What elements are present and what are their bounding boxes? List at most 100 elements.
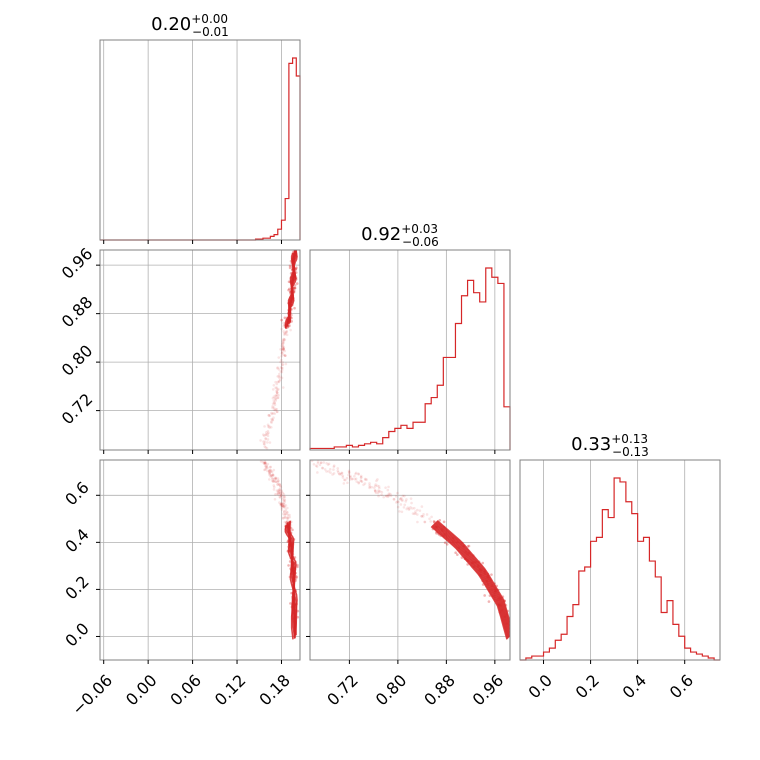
- scatter-point: [280, 506, 284, 509]
- scatter-point: [285, 512, 288, 516]
- scatter-point: [280, 368, 284, 372]
- scatter-point: [283, 333, 286, 336]
- scatter-point: [282, 505, 285, 508]
- scatter-point: [454, 551, 457, 554]
- scatter-point: [266, 432, 269, 436]
- scatter-point: [422, 513, 425, 516]
- scatter-point: [332, 465, 336, 469]
- scatter-point: [271, 402, 275, 406]
- scatter-point: [266, 423, 270, 427]
- scatter-point: [293, 286, 297, 290]
- scatter-point: [285, 510, 288, 514]
- scatter-point: [278, 501, 281, 504]
- scatter-point: [325, 461, 328, 465]
- scatter-point: [264, 436, 267, 440]
- scatter-point: [280, 352, 284, 355]
- scatter-point: [283, 513, 287, 517]
- scatter-point: [274, 480, 277, 484]
- scatter-point: [275, 492, 279, 496]
- scatter-point: [340, 471, 344, 475]
- scatter-point: [287, 564, 290, 567]
- scatter-point: [348, 475, 352, 479]
- scatter-point: [265, 464, 268, 467]
- y-tick-label: 0.6: [61, 478, 92, 509]
- scatter-point: [275, 389, 278, 392]
- scatter-point: [266, 438, 270, 441]
- panel-p1-vs-p0: 0.72 0.80 0.88 0.96: [58, 244, 301, 454]
- scatter-point: [287, 280, 291, 284]
- scatter-point: [273, 412, 277, 415]
- scatter-point: [272, 485, 276, 489]
- scatter-point: [423, 520, 427, 524]
- title-upper-error: +0.03: [401, 222, 438, 236]
- scatter-point: [278, 489, 282, 492]
- scatter-point: [399, 503, 403, 506]
- scatter-point: [343, 478, 346, 482]
- scatter-point: [348, 478, 352, 481]
- scatter-point: [270, 411, 273, 415]
- scatter-point: [410, 507, 414, 510]
- histogram-step-line: [520, 477, 720, 661]
- scatter-point: [270, 417, 273, 421]
- scatter-point: [293, 306, 296, 310]
- scatter-point: [385, 494, 388, 498]
- scatter-point: [368, 484, 371, 487]
- scatter-point: [271, 405, 274, 408]
- scatter-point: [332, 464, 336, 467]
- y-tick-label: 0.80: [58, 341, 97, 380]
- scatter-point: [266, 469, 269, 473]
- scatter-point: [340, 471, 343, 475]
- scatter-point: [288, 324, 291, 328]
- scatter-point: [280, 351, 284, 355]
- scatter-point: [282, 338, 286, 341]
- scatter-point: [264, 437, 268, 441]
- scatter-point: [412, 506, 416, 510]
- scatter-point: [378, 490, 382, 493]
- scatter-point: [282, 496, 285, 499]
- scatter-point: [387, 485, 390, 489]
- scatter-point: [342, 482, 346, 485]
- scatter-point: [467, 544, 471, 548]
- scatter-point: [360, 480, 364, 484]
- density-contour: [430, 525, 508, 640]
- scatter-point: [274, 477, 278, 480]
- scatter-point: [277, 394, 280, 397]
- scatter-point: [363, 477, 367, 481]
- scatter-point: [268, 469, 271, 472]
- scatter-point: [282, 509, 286, 513]
- scatter-point: [279, 503, 283, 507]
- scatter-point: [363, 482, 367, 485]
- scatter-point: [423, 520, 426, 524]
- scatter-point: [359, 479, 363, 483]
- scatter-point: [275, 410, 279, 413]
- scatter-point: [328, 468, 332, 471]
- scatter-point: [283, 338, 287, 342]
- scatter-point: [374, 491, 378, 495]
- title-upper-error: +0.00: [191, 12, 228, 26]
- scatter-point: [319, 461, 323, 465]
- title-lower-error: −0.06: [402, 235, 439, 249]
- scatter-point: [407, 507, 411, 510]
- scatter-point: [271, 477, 274, 481]
- histogram-step-line: [309, 267, 511, 450]
- scatter-point: [287, 288, 290, 292]
- x-tick-label: 0.72: [323, 671, 362, 710]
- scatter-point: [282, 499, 286, 503]
- scatter-point: [374, 483, 377, 486]
- scatter-point: [274, 394, 277, 397]
- scatter-point: [332, 472, 336, 475]
- scatter-point: [428, 517, 431, 521]
- panel-frame: [309, 249, 511, 451]
- scatter-point: [416, 513, 419, 516]
- scatter-point: [272, 399, 276, 403]
- scatter-point: [354, 472, 357, 476]
- scatter-point: [373, 488, 377, 492]
- density-contour: [435, 520, 510, 630]
- scatter-point: [339, 473, 343, 476]
- scatter-point: [279, 494, 283, 498]
- scatter-point: [326, 463, 330, 466]
- scatter-point: [270, 412, 274, 416]
- scatter-point: [264, 465, 268, 469]
- x-tick-label: 0.18: [255, 671, 294, 710]
